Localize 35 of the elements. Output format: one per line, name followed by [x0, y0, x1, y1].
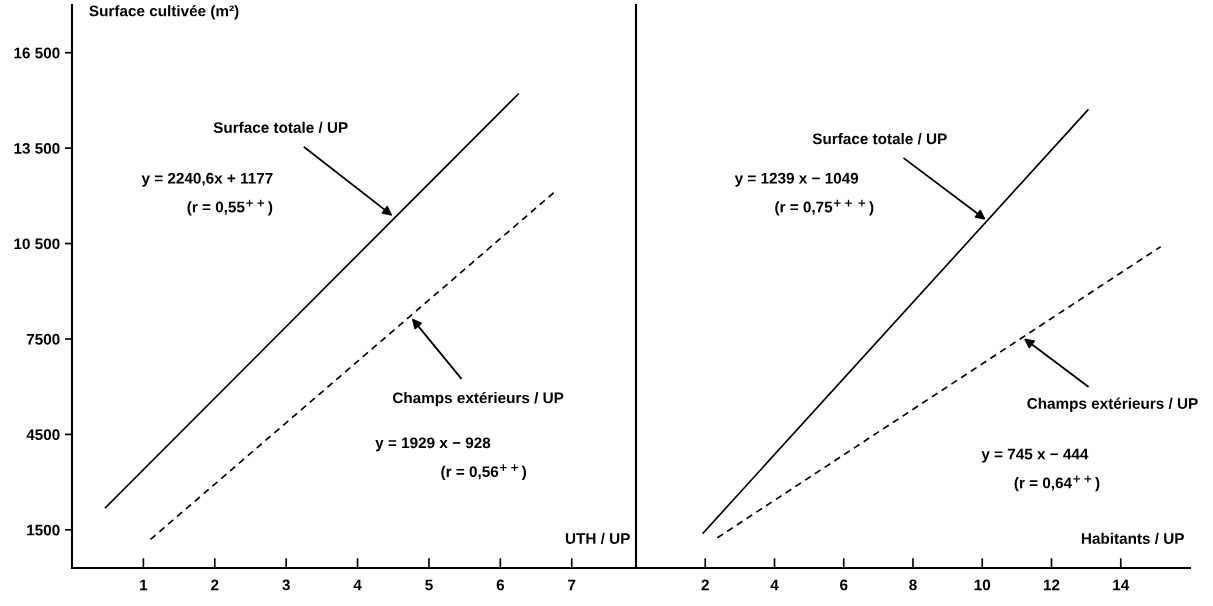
x-tick-label: 14: [1113, 579, 1130, 591]
x-tick-label: 5: [425, 579, 433, 591]
annotation: Champs extérieurs / UP: [392, 391, 564, 407]
annotation: Surface totale / UP: [213, 121, 348, 134]
x-tick-label: 6: [840, 579, 848, 591]
x-tick-label: 7: [568, 579, 576, 591]
x-axis-title: UTH / UP: [565, 532, 630, 545]
x-tick-label: 6: [496, 579, 505, 591]
y-tick-label: 16 500: [14, 47, 60, 59]
x-tick-label: 12: [1043, 579, 1060, 591]
x-tick-label: 4: [770, 579, 779, 591]
annotation: (r = 0,55$^{++}$): [187, 199, 273, 216]
x-tick-label: 3: [282, 579, 290, 591]
annotation: (r = 0,64$^{++}$): [1014, 475, 1100, 492]
annotation: (r = 0,56$^{++}$): [441, 464, 527, 481]
x-tick-label: 2: [701, 579, 709, 591]
x-tick-label: 10: [974, 579, 991, 591]
annotation: Surface totale / UP: [812, 133, 947, 145]
y-tick-label: 4500: [26, 429, 60, 441]
annotation: (r = 0,75$^{+++}$): [775, 199, 874, 216]
y-tick-label: 7500: [26, 333, 60, 345]
annotation: y = 2240,6x + 1177: [141, 172, 273, 187]
x-tick-label: 4: [353, 579, 362, 591]
annotation: y = 1239 x − 1049: [734, 172, 859, 187]
x-tick-label: 1: [140, 579, 148, 591]
y-tick-label: 1500: [27, 524, 60, 536]
y-tick-label: 10 500: [14, 238, 60, 250]
annotation: Champs extérieurs / UP: [1027, 397, 1198, 412]
x-tick-label: 8: [909, 579, 917, 591]
x-axis-title: Habitants / UP: [1081, 532, 1184, 545]
y-axis-title: Surface cultivée (m²): [89, 5, 239, 20]
annotation: y = 745 x − 444: [981, 448, 1089, 463]
y-tick-label: 13 500: [14, 143, 60, 154]
annotation: y = 1929 x − 928: [375, 437, 491, 452]
x-tick-label: 2: [211, 579, 219, 591]
